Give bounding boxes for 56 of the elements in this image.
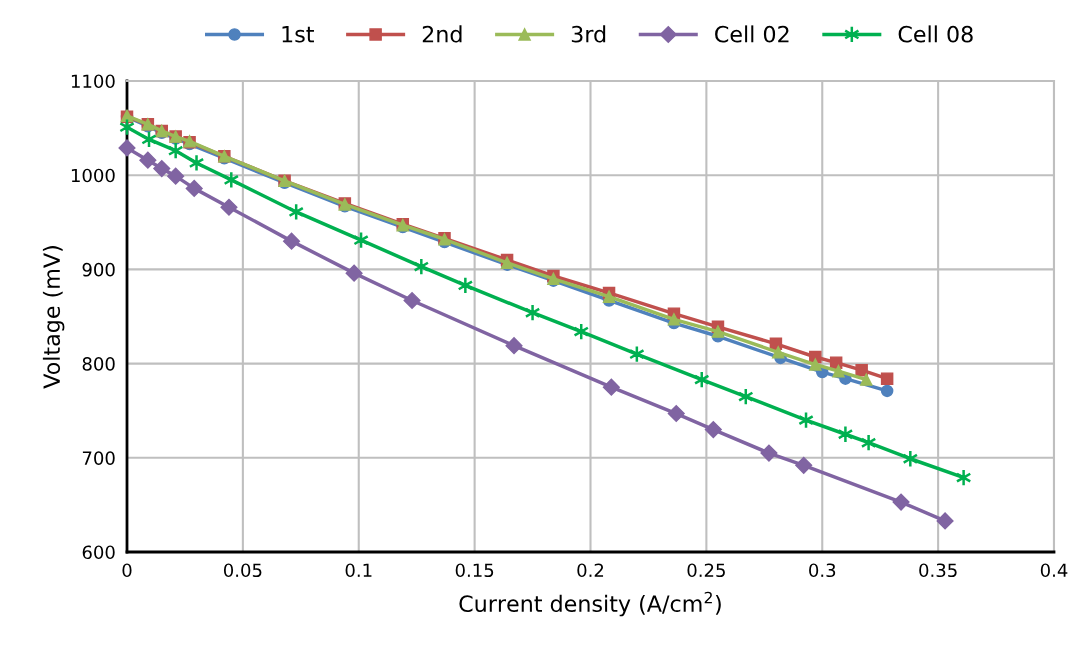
- y-tick-label: 900: [82, 262, 115, 277]
- point: [832, 364, 845, 378]
- legend-label: 3rd: [571, 25, 606, 43]
- point: [902, 449, 919, 468]
- point: [880, 384, 894, 398]
- point: [505, 337, 523, 355]
- point: [760, 444, 778, 462]
- point: [795, 456, 813, 474]
- x-tick-label: 0.4: [1040, 563, 1068, 578]
- legend-label: 2nd: [422, 25, 462, 43]
- point: [667, 313, 681, 326]
- point: [809, 358, 822, 371]
- point: [282, 232, 301, 250]
- point: [860, 373, 873, 386]
- point: [153, 160, 171, 178]
- x-tick-label: 0.1: [345, 563, 372, 578]
- point: [602, 290, 616, 303]
- point: [667, 404, 685, 423]
- x-tick-label: 0.3: [809, 563, 836, 578]
- point: [220, 198, 238, 216]
- point: [855, 363, 868, 377]
- point: [711, 325, 725, 338]
- point: [403, 291, 421, 310]
- point: [139, 151, 157, 169]
- point: [223, 171, 240, 189]
- legend-label: Cell 08: [898, 25, 973, 43]
- x-tick-label: 0.35: [919, 563, 957, 578]
- y-axis-title: Voltage (mV): [42, 246, 65, 389]
- point: [524, 303, 541, 322]
- x-tick-label: 0.2: [577, 563, 604, 578]
- x-tick-label: 0.25: [687, 563, 725, 578]
- point: [118, 139, 136, 157]
- y-tick-label: 1000: [71, 168, 115, 183]
- point: [837, 425, 854, 444]
- x-tick-label: 0.15: [455, 563, 494, 578]
- y-tick-label: 800: [82, 357, 115, 371]
- point: [860, 433, 877, 452]
- point: [771, 346, 785, 359]
- point: [704, 420, 722, 439]
- y-tick-label: 700: [82, 451, 115, 465]
- legend-label: Cell 02: [715, 25, 789, 43]
- point: [185, 179, 203, 197]
- legend-label: 1st: [282, 26, 314, 43]
- point: [167, 167, 185, 185]
- point: [188, 154, 205, 172]
- x-axis-title: Current density (A/cm$^{2}$): [459, 591, 721, 617]
- point: [880, 372, 894, 385]
- x-tick-label: 0: [122, 563, 132, 578]
- point: [167, 141, 184, 160]
- point: [602, 378, 620, 396]
- x-tick-label: 0.05: [223, 563, 262, 578]
- y-tick-label: 600: [82, 545, 115, 560]
- y-tick-label: 1100: [71, 74, 115, 89]
- point: [345, 264, 363, 282]
- point: [892, 493, 910, 511]
- point: [936, 512, 954, 530]
